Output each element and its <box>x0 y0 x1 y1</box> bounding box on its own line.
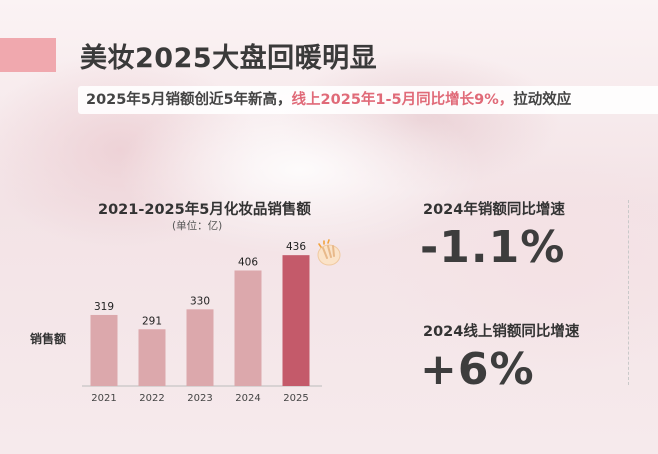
x-tick-2024: 2024 <box>235 393 260 404</box>
data-label-2023: 330 <box>190 295 210 307</box>
x-tick-2021: 2021 <box>91 393 116 404</box>
bar-2022 <box>138 329 166 386</box>
stat-value-online-growth: +6% <box>420 344 535 395</box>
data-label-2024: 406 <box>238 256 258 268</box>
subtitle-text-2: 拉动效应 <box>513 92 572 108</box>
bar-2021 <box>90 314 118 386</box>
chart-unit: (单位：亿) <box>172 220 223 232</box>
data-label-2022: 291 <box>142 315 162 327</box>
subtitle-banner: 2025年5月销额创近5年新高，线上2025年1-5月同比增长9%，拉动效应 <box>78 86 658 114</box>
x-tick-2025: 2025 <box>283 393 308 404</box>
bar-2023 <box>186 309 214 386</box>
divider <box>628 200 629 385</box>
chart-title: 2021-2025年5月化妆品销售额 <box>98 202 311 218</box>
title-accent-bar <box>0 38 56 72</box>
x-tick-2022: 2022 <box>139 393 164 404</box>
bar-2025 <box>282 255 310 386</box>
stat-label-growth: 2024年销额同比增速 <box>423 202 565 218</box>
bar-2024 <box>234 270 262 386</box>
subtitle-highlight: 线上2025年1-5月同比增长9%， <box>291 92 514 108</box>
subtitle-text-1: 2025年5月销额创近5年新高， <box>86 92 292 108</box>
data-label-2021: 319 <box>94 301 114 313</box>
stat-label-online-growth: 2024线上销额同比增速 <box>423 324 580 340</box>
page-title: 美妆2025大盘回暖明显 <box>80 43 378 74</box>
data-label-2025: 436 <box>286 241 306 253</box>
stat-value-growth: -1.1% <box>420 222 566 273</box>
y-axis-label: 销售额 <box>30 331 66 346</box>
clapping-hands-icon <box>317 239 341 266</box>
x-tick-2023: 2023 <box>187 393 212 404</box>
